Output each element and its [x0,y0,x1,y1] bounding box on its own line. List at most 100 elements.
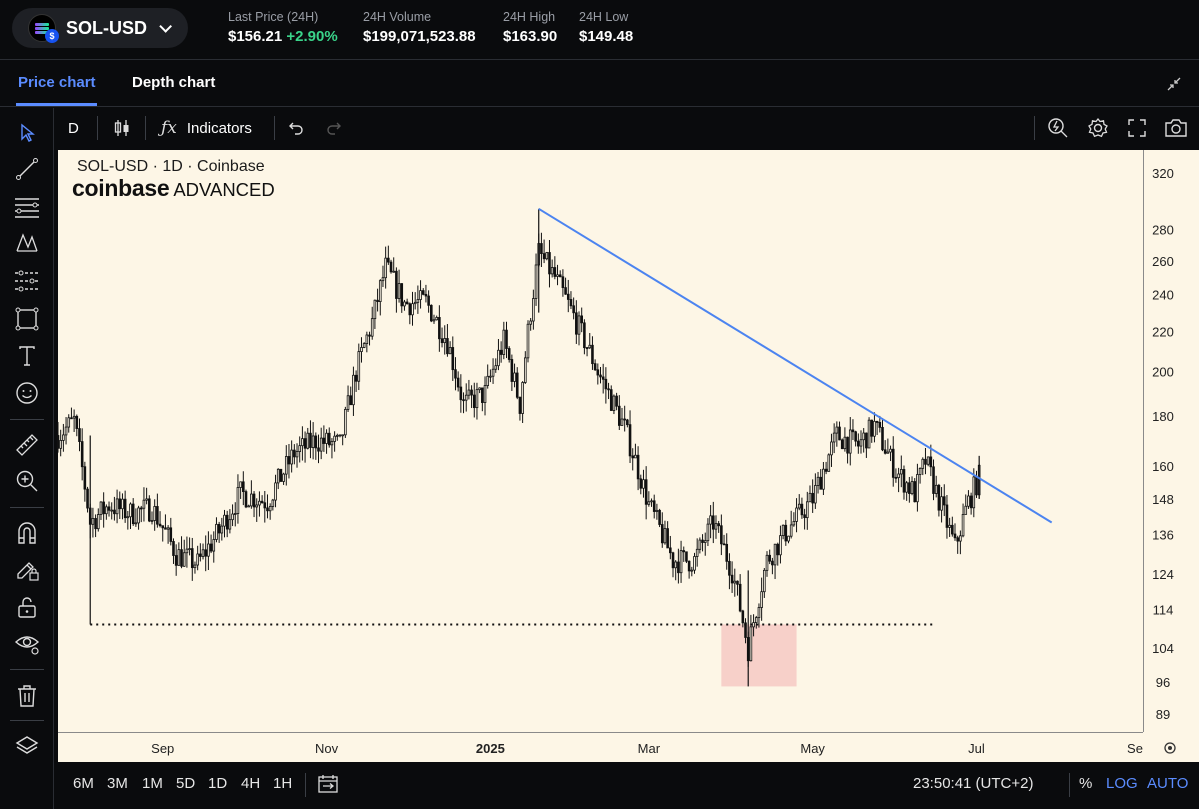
candle-body [628,424,632,457]
candle-body [231,513,234,521]
tab-depth-chart[interactable]: Depth chart [132,74,216,91]
candle-body [301,438,304,447]
settings-button[interactable] [1087,108,1109,148]
clock-readout[interactable]: 23:50:41 (UTC+2) [913,775,1034,792]
candle-body [204,549,208,557]
shapes-tool[interactable] [13,305,41,333]
candle-body [336,434,339,437]
date-range-button[interactable] [317,774,339,799]
candle-body [325,432,328,444]
candle-body [131,503,135,525]
timeframe-6m[interactable]: 6M [73,775,94,792]
fib-icon [15,198,39,218]
candle-body [62,434,65,441]
time-tick-label: Mar [638,741,661,756]
log-scale-toggle[interactable]: LOG [1106,775,1138,792]
price-chart-area[interactable] [58,150,1199,762]
candle-body [617,405,621,426]
candle-body [494,365,498,370]
fullscreen-button[interactable] [1127,108,1147,148]
candle-body [730,574,734,584]
undo-button[interactable] [287,108,305,148]
candle-body [150,520,154,522]
price-tick-label: 124 [1152,567,1174,582]
timeframe-3m[interactable]: 3M [107,775,128,792]
candle-body [94,518,97,530]
lock-tool[interactable] [13,593,41,621]
candle-body [174,555,178,566]
pair-selector[interactable]: $ SOL-USD [12,8,188,48]
auto-scale-toggle[interactable]: AUTO [1147,775,1189,792]
delete-tool[interactable] [13,682,41,710]
indicators-button[interactable]: ƒx Indicators [161,108,252,148]
collapse-icon[interactable] [1167,77,1181,91]
trash-icon [18,685,36,707]
candle-body [929,456,933,468]
candle-body [430,304,433,322]
stat-last-price: Last Price (24H) $156.21 +2.90% [228,10,338,45]
projection-tool[interactable] [13,267,41,295]
candle-body [201,549,205,557]
candle-body [634,454,637,459]
lock-icon [18,597,36,618]
candle-body [851,429,855,433]
lock-drawing-tool[interactable] [13,555,41,583]
candle-body [314,435,318,449]
fib-tool[interactable] [13,193,41,221]
magnet-tool[interactable] [13,519,41,547]
candle-body [564,287,567,295]
candle-body [650,500,653,503]
chart-type-button[interactable] [113,108,131,148]
candle-body [524,357,527,383]
timeframe-4h[interactable]: 4H [241,775,261,792]
candle-body [252,493,256,508]
candle-body [319,437,323,452]
candle-body [545,252,549,260]
candle-body [258,500,261,506]
pattern-tool[interactable] [13,229,41,257]
timeframe-1m[interactable]: 1M [142,775,163,792]
candle-body [284,456,288,475]
interval-button[interactable]: D [68,119,79,137]
candle-body [470,389,473,396]
candle-body [752,622,755,628]
hide-tool[interactable] [13,629,41,657]
zoom-tool[interactable] [13,467,41,495]
candle-body [164,527,167,530]
candle-body [387,257,390,263]
candle-body [709,515,712,525]
candle-body [894,476,898,479]
candle-body [677,561,680,574]
layers-tool[interactable] [13,732,41,760]
text-tool[interactable] [13,342,41,370]
candle-body [451,347,455,371]
candle-body [558,274,562,278]
axis-settings-gear-icon[interactable] [1164,742,1176,754]
redo-button[interactable] [325,108,343,148]
quick-search-button[interactable] [1047,108,1069,148]
percent-scale-toggle[interactable]: % [1079,775,1093,792]
candle-body [354,374,358,382]
ruler-tool[interactable] [13,431,41,459]
timeframe-1h[interactable]: 1H [273,775,293,792]
trendline-tool[interactable] [13,155,41,183]
timeframe-5d[interactable]: 5D [176,775,196,792]
snapshot-button[interactable] [1164,108,1188,148]
timeframe-1d[interactable]: 1D [208,775,228,792]
candle-body [255,504,259,508]
candle-body [499,349,503,355]
candle-body [225,514,229,530]
cursor-tool[interactable] [13,119,41,147]
candle-body [666,528,669,549]
candle-body [658,509,661,525]
candle-body [848,429,852,454]
candle-body [263,502,267,509]
tab-price-chart[interactable]: Price chart [18,74,96,91]
candle-body [604,378,608,390]
candle-body [959,535,962,542]
candle-body [636,454,640,480]
emoji-tool[interactable] [13,379,41,407]
stat-value: $156.21 [228,28,283,45]
cursor-icon [21,123,35,142]
